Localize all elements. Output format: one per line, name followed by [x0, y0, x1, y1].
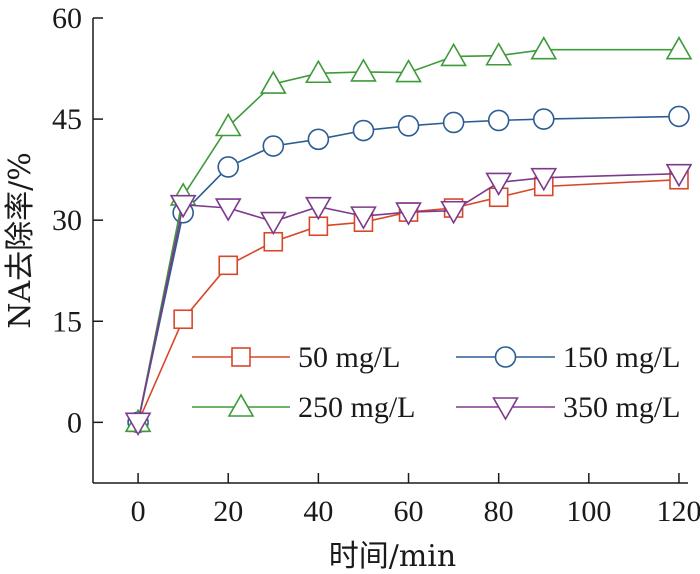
- y-tick-label: 0: [67, 406, 82, 439]
- data-point: [530, 167, 558, 192]
- legend-marker: [227, 393, 255, 417]
- legend-item-3: 350 mg/L: [456, 391, 681, 424]
- legend-marker: [231, 347, 251, 367]
- x-tick-label: 120: [656, 495, 700, 528]
- data-point: [214, 198, 242, 222]
- x-tick-label: 0: [131, 495, 146, 528]
- legend-label: 150 mg/L: [563, 341, 681, 374]
- x-tick-label: 80: [484, 495, 514, 528]
- legend-marker: [494, 346, 517, 368]
- data-point: [350, 206, 377, 230]
- axes: 0 15 30 45 60 0 20 40 60 80 100 120: [52, 2, 700, 528]
- data-point: [307, 128, 330, 151]
- data-point: [395, 58, 422, 83]
- data-point: [665, 163, 693, 188]
- legend-item-1: 150 mg/L: [456, 341, 681, 374]
- data-point: [397, 115, 420, 137]
- data-point: [305, 59, 332, 84]
- data-point: [173, 309, 193, 330]
- data-point: [442, 111, 465, 134]
- data-point: [487, 109, 510, 132]
- x-axis-title: 时间/min: [329, 539, 456, 574]
- legend-marker: [492, 397, 519, 421]
- data-point: [532, 108, 555, 130]
- y-axis-title: NA去除率/%: [3, 152, 38, 329]
- x-tick-label: 20: [213, 495, 243, 528]
- data-point: [485, 42, 513, 66]
- series-layer: [124, 36, 693, 436]
- data-point: [259, 70, 287, 94]
- x-tick-label: 60: [394, 495, 424, 528]
- data-point: [217, 156, 240, 178]
- y-tick-label: 15: [52, 305, 82, 338]
- series-3: [124, 163, 693, 436]
- data-point: [395, 202, 422, 226]
- legend-label: 350 mg/L: [563, 391, 681, 424]
- data-point: [485, 172, 513, 197]
- data-point: [440, 42, 467, 67]
- data-point: [440, 200, 467, 225]
- data-point: [665, 36, 693, 60]
- data-point: [263, 231, 284, 252]
- data-point: [668, 105, 690, 128]
- legend-label: 50 mg/L: [298, 341, 401, 374]
- data-point: [124, 412, 152, 436]
- data-point: [350, 58, 377, 82]
- data-point: [214, 112, 242, 137]
- legend-item-2: 250 mg/L: [192, 391, 416, 424]
- x-tick-label: 100: [566, 495, 611, 528]
- y-tick-label: 30: [52, 204, 82, 237]
- data-point: [259, 211, 287, 236]
- legend-label: 250 mg/L: [298, 391, 416, 424]
- y-tick-label: 45: [52, 103, 82, 136]
- data-point: [305, 196, 332, 221]
- legend-item-0: 50 mg/L: [192, 341, 401, 374]
- data-point: [169, 194, 197, 219]
- x-tick-label: 40: [303, 495, 333, 528]
- data-point: [530, 36, 558, 60]
- y-tick-label: 60: [52, 2, 82, 35]
- data-point: [352, 119, 375, 142]
- data-point: [262, 135, 285, 157]
- legend: 50 mg/L 150 mg/L 250 mg/L 350 mg/L: [192, 341, 681, 424]
- data-point: [218, 255, 239, 276]
